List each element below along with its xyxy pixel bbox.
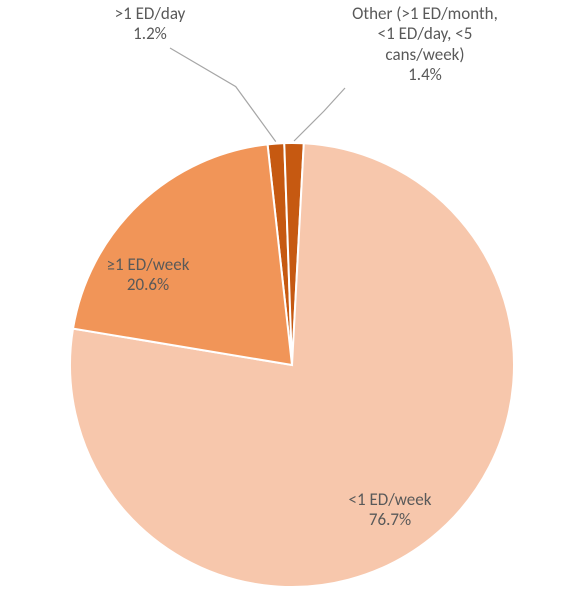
- slice-label-ge1-week-pct: 20.6%: [127, 274, 169, 295]
- callout-label-other-line3: cans/week): [385, 44, 464, 65]
- leader-line: [170, 48, 276, 142]
- slice-label-ge1-week: ≥1 ED/week 20.6%: [88, 255, 208, 296]
- callout-label-other: Other (>1 ED/month, <1 ED/day, <5 cans/w…: [320, 4, 530, 86]
- callout-label-ed-per-day: >1 ED/day 1.2%: [90, 4, 210, 45]
- slice-label-lt1-week-pct: 76.7%: [369, 509, 411, 530]
- callout-label-other-pct: 1.4%: [408, 64, 442, 85]
- leader-line: [294, 88, 345, 141]
- slice-label-ge1-week-text: ≥1 ED/week: [107, 254, 190, 275]
- callout-label-other-line2: <1 ED/day, <5: [378, 23, 473, 44]
- slice-label-lt1-week: <1 ED/week 76.7%: [330, 490, 450, 531]
- pie-chart-svg: [0, 0, 585, 614]
- pie-chart-container: >1 ED/day 1.2% Other (>1 ED/month, <1 ED…: [0, 0, 585, 614]
- callout-label-text-1: >1 ED/day: [115, 3, 186, 24]
- callout-label-pct-1: 1.2%: [133, 23, 167, 44]
- callout-label-other-line1: Other (>1 ED/month,: [352, 3, 498, 24]
- slice-label-lt1-week-text: <1 ED/week: [349, 489, 432, 510]
